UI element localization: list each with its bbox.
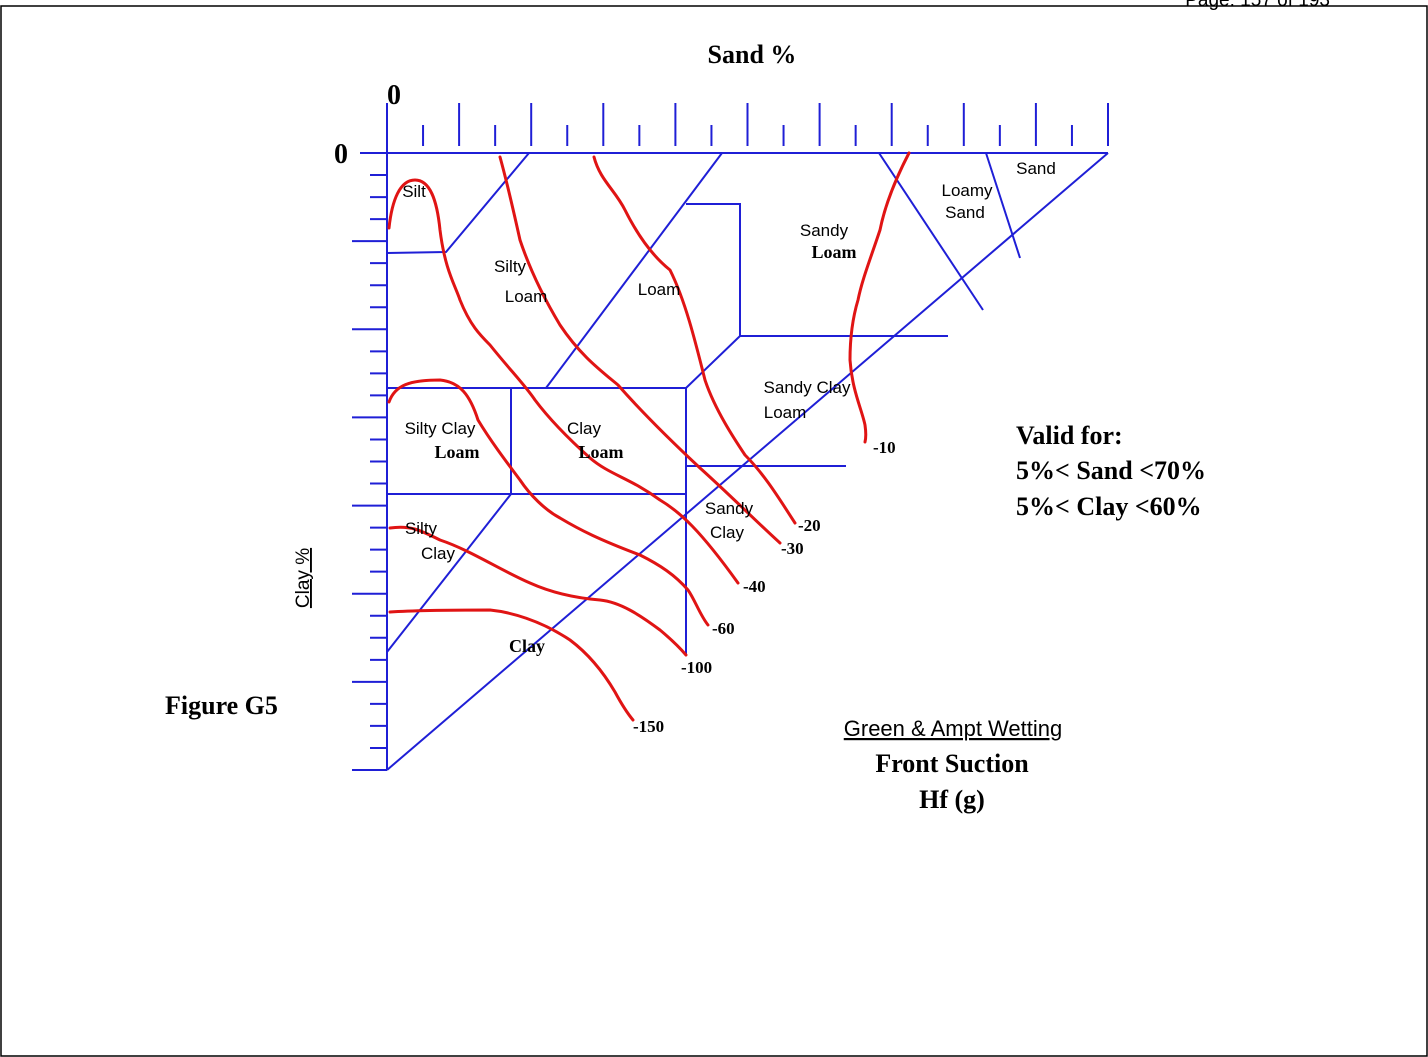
label-sandy-clay-2: Clay [710, 523, 745, 542]
contour-60-line [387, 378, 710, 627]
label-clay: Clay [509, 636, 545, 656]
loam-silty-loam-boundary [545, 152, 723, 389]
validity-clay-range: 5%< Clay <60% [1016, 492, 1202, 521]
sandy-loam-boundary [878, 152, 984, 311]
sand-axis-title: Sand % [708, 40, 797, 69]
label-sandy-loam-1: Sandy [800, 221, 849, 240]
validity-note: Valid for: 5%< Sand <70% 5%< Clay <60% [1016, 421, 1206, 521]
label-loamy-sand-2: Sand [945, 203, 985, 222]
label-sand: Sand [1016, 159, 1056, 178]
sand-axis-ticks [386, 103, 1109, 146]
sand-axis-zero: 0 [387, 80, 401, 111]
texture-boundaries [386, 152, 1021, 655]
label-sandy-clay-loam-2: Loam [764, 403, 807, 422]
texture-labels: Silt Silty Loam Loam Sandy Loam Loamy Sa… [402, 159, 1056, 656]
label-silty-loam-2: Loam [505, 287, 548, 306]
contour-label-20: -20 [798, 516, 821, 535]
contour-label-100: -100 [681, 658, 712, 677]
contour-label-150: -150 [633, 717, 664, 736]
label-silty-loam-1: Silty [494, 257, 527, 276]
contour-label-60: -60 [712, 619, 735, 638]
label-silty-clay-2: Clay [421, 544, 456, 563]
contour-label-30: -30 [781, 539, 804, 558]
label-loam: Loam [638, 280, 681, 299]
silty-clay-boundary [386, 493, 512, 653]
contour-40-line [387, 178, 740, 585]
figure-label: Figure G5 [165, 691, 278, 720]
label-sandy-clay-1: Sandy [705, 499, 754, 518]
label-clay-loam-2: Loam [579, 442, 624, 462]
label-clay-loam-1: Clay [567, 419, 602, 438]
contour-150-line [388, 608, 635, 722]
contour-label-40: -40 [743, 577, 766, 596]
figure-frame [0, 5, 1428, 1057]
contour-30-line [498, 155, 782, 545]
page-header: Page: 157 of 193 [1185, 0, 1330, 11]
label-sandy-clay-loam-1: Sandy Clay [764, 378, 851, 397]
clay-axis-zero: 0 [334, 139, 348, 170]
silt-boundary [386, 152, 530, 254]
title-line-2: Front Suction [875, 749, 1029, 778]
title-line-1: Green & Ampt Wetting [844, 716, 1062, 741]
label-silty-clay-1: Silty [405, 519, 438, 538]
label-silt: Silt [402, 182, 426, 201]
contour-labels: -10 -20 -30 -40 -60 -100 -150 [633, 438, 896, 736]
validity-heading: Valid for: [1016, 421, 1123, 450]
contour-20-line [592, 155, 797, 525]
label-silty-clay-loam-2: Loam [435, 442, 480, 462]
label-loamy-sand-1: Loamy [941, 181, 993, 200]
suction-contours [387, 151, 911, 722]
clay-axis-title-group: Clay % [293, 548, 314, 608]
contour-10-line [848, 151, 911, 444]
label-silty-clay-loam-1: Silty Clay [405, 419, 476, 438]
clay-axis-ticks [352, 174, 387, 771]
hypotenuse-line [386, 152, 1109, 771]
contour-label-10: -10 [873, 438, 896, 457]
title-line-3: Hf (g) [919, 785, 985, 814]
clay-axis-title: Clay % [293, 548, 314, 608]
contour-100-line [388, 525, 688, 657]
validity-sand-range: 5%< Sand <70% [1016, 456, 1206, 485]
diagram-title: Green & Ampt Wetting Front Suction Hf (g… [844, 716, 1062, 814]
loamy-sand-boundary [985, 152, 1021, 259]
label-sandy-loam-2: Loam [812, 242, 857, 262]
loam-right-boundary [686, 203, 741, 336]
